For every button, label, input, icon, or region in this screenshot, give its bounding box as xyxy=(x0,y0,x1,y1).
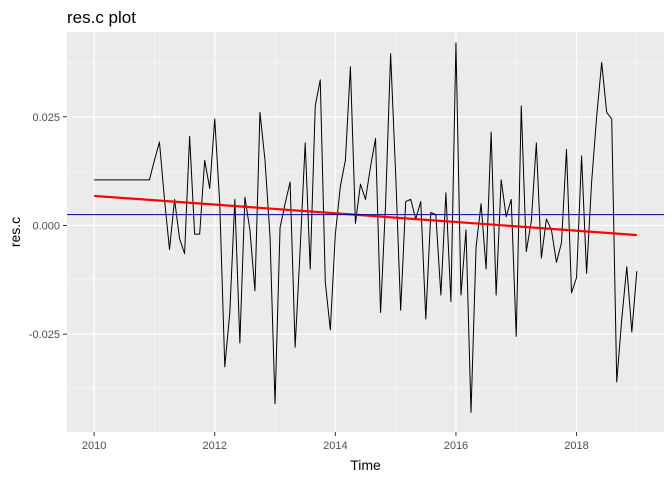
x-axis-ticks: 2010 2012 2014 2016 2018 xyxy=(82,432,589,452)
y-axis-title: res.c xyxy=(7,217,23,247)
series-lines xyxy=(67,42,664,413)
x-axis-title: Time xyxy=(350,457,381,473)
x-tick-label: 2016 xyxy=(444,440,468,452)
x-tick-label: 2018 xyxy=(564,440,588,452)
series-line-trend xyxy=(94,194,637,237)
plot-panel xyxy=(67,32,664,432)
series-line-data xyxy=(94,42,638,413)
x-tick-label: 2012 xyxy=(203,440,227,452)
x-tick-label: 2014 xyxy=(323,440,347,452)
y-tick-label: -0.025 xyxy=(29,329,60,341)
chart-title: res.c plot xyxy=(67,8,136,27)
y-axis-ticks: -0.025 0.000 0.025 xyxy=(29,112,67,341)
y-tick-label: 0.025 xyxy=(32,112,60,124)
y-tick-label: 0.000 xyxy=(32,220,60,232)
grid-lines xyxy=(67,32,664,432)
x-tick-label: 2010 xyxy=(82,440,106,452)
